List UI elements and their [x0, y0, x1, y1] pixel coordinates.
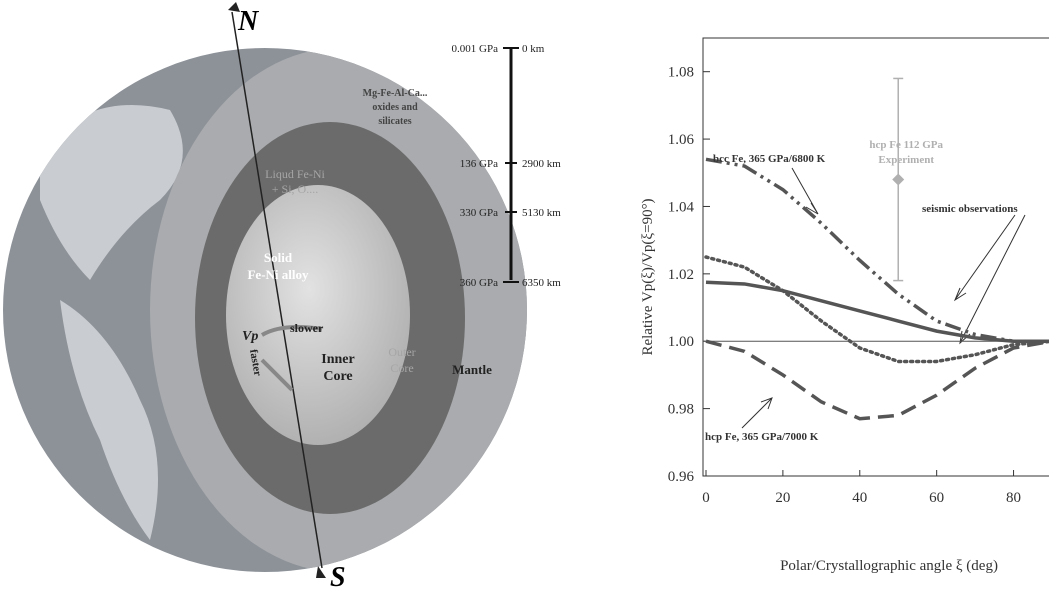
page: {"diagram":{ "poles":{"north":"N","south… [0, 0, 1049, 588]
x-axis-label: Polar/Crystallographic angle ξ (deg) [780, 558, 998, 574]
series-line [706, 257, 1049, 361]
plot-frame [703, 38, 1049, 476]
annotation: hcp Fe 112 GPa [869, 139, 943, 151]
mantle-composition: silicates [378, 116, 411, 127]
experiment-point [892, 174, 904, 186]
y-tick-label: 1.04 [668, 199, 695, 215]
depth-label: 5130 km [522, 207, 561, 219]
slower-label: slower [290, 321, 324, 335]
inner-core [226, 185, 410, 445]
x-tick-label: 80 [1006, 490, 1021, 506]
y-tick-label: 1.08 [668, 65, 694, 81]
x-tick-label: 40 [852, 490, 867, 506]
outer-core-composition: Liqud Fe-Ni [265, 167, 325, 181]
annotation: hcp Fe, 365 GPa/7000 K [705, 431, 819, 443]
mantle-name: Mantle [452, 362, 492, 377]
north-label: N [237, 6, 260, 37]
outer-core-composition: + Si, O.... [272, 182, 318, 196]
annotation: Experiment [878, 154, 934, 166]
pressure-label: 136 GPa [460, 158, 498, 170]
south-label: S [330, 562, 346, 588]
y-tick-label: 1.00 [668, 334, 694, 350]
inner-core-name: Core [323, 369, 352, 384]
y-tick-label: 0.96 [668, 469, 695, 485]
y-tick-label: 1.06 [668, 132, 695, 148]
inner-core-name: Inner [321, 352, 354, 367]
mantle-composition: oxides and [372, 102, 418, 113]
depth-label: 6350 km [522, 277, 561, 289]
depth-label: 0 km [522, 43, 545, 55]
inner-core-composition: Solid [264, 250, 293, 265]
annotation: seismic observations [922, 203, 1018, 215]
vp-label: Vp [242, 329, 258, 344]
earth-diagram: N S 0.001 GPa 0 km 136 GPa 2900 km 330 G… [3, 2, 561, 588]
outer-core-name: Outer [388, 345, 415, 359]
outer-core-name: Core [390, 361, 413, 375]
x-tick-label: 60 [929, 490, 944, 506]
y-axis-label: Relative Vp(ξ)/Vp(ξ=90°) [640, 198, 656, 355]
mantle-composition: Mg-Fe-Al-Ca... [363, 88, 428, 99]
inner-core-composition: Fe-Ni alloy [247, 267, 309, 282]
y-tick-label: 0.98 [668, 402, 694, 418]
x-tick-label: 0 [702, 490, 710, 506]
series-line [706, 282, 1049, 341]
depth-label: 2900 km [522, 158, 561, 170]
y-tick-label: 1.02 [668, 267, 694, 283]
chart: 0.96 0.98 1.00 1.02 1.04 1.06 1.08 0 20 40 60 80 Pol… [640, 38, 1049, 574]
figure: N S 0.001 GPa 0 km 136 GPa 2900 km 330 G… [0, 0, 1049, 588]
pressure-label: 360 GPa [460, 277, 498, 289]
x-tick-label: 20 [775, 490, 790, 506]
annotation: bcc Fe, 365 GPa/6800 K [713, 153, 826, 165]
pressure-label: 330 GPa [460, 207, 498, 219]
pressure-label: 0.001 GPa [452, 43, 499, 55]
